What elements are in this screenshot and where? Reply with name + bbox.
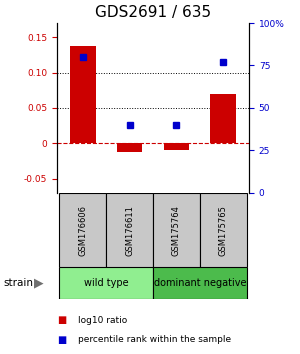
Text: ■: ■ bbox=[57, 315, 66, 325]
Text: percentile rank within the sample: percentile rank within the sample bbox=[78, 335, 231, 344]
Text: dominant negative: dominant negative bbox=[154, 278, 246, 288]
Text: strain: strain bbox=[3, 278, 33, 288]
Text: wild type: wild type bbox=[84, 278, 128, 288]
Bar bbox=[59, 193, 106, 267]
Bar bbox=[153, 193, 200, 267]
Bar bbox=[210, 94, 236, 143]
Bar bbox=[106, 193, 153, 267]
Text: GSM175764: GSM175764 bbox=[172, 205, 181, 256]
Bar bbox=[59, 267, 153, 299]
Bar bbox=[164, 143, 189, 150]
Title: GDS2691 / 635: GDS2691 / 635 bbox=[95, 5, 211, 21]
Bar bbox=[70, 46, 96, 143]
Bar bbox=[117, 143, 142, 152]
Text: GSM176606: GSM176606 bbox=[78, 205, 87, 256]
Text: ▶: ▶ bbox=[34, 277, 44, 290]
Bar bbox=[153, 267, 247, 299]
Text: GSM175765: GSM175765 bbox=[219, 205, 228, 256]
Text: GSM176611: GSM176611 bbox=[125, 205, 134, 256]
Bar bbox=[200, 193, 247, 267]
Text: ■: ■ bbox=[57, 335, 66, 345]
Text: log10 ratio: log10 ratio bbox=[78, 316, 127, 325]
